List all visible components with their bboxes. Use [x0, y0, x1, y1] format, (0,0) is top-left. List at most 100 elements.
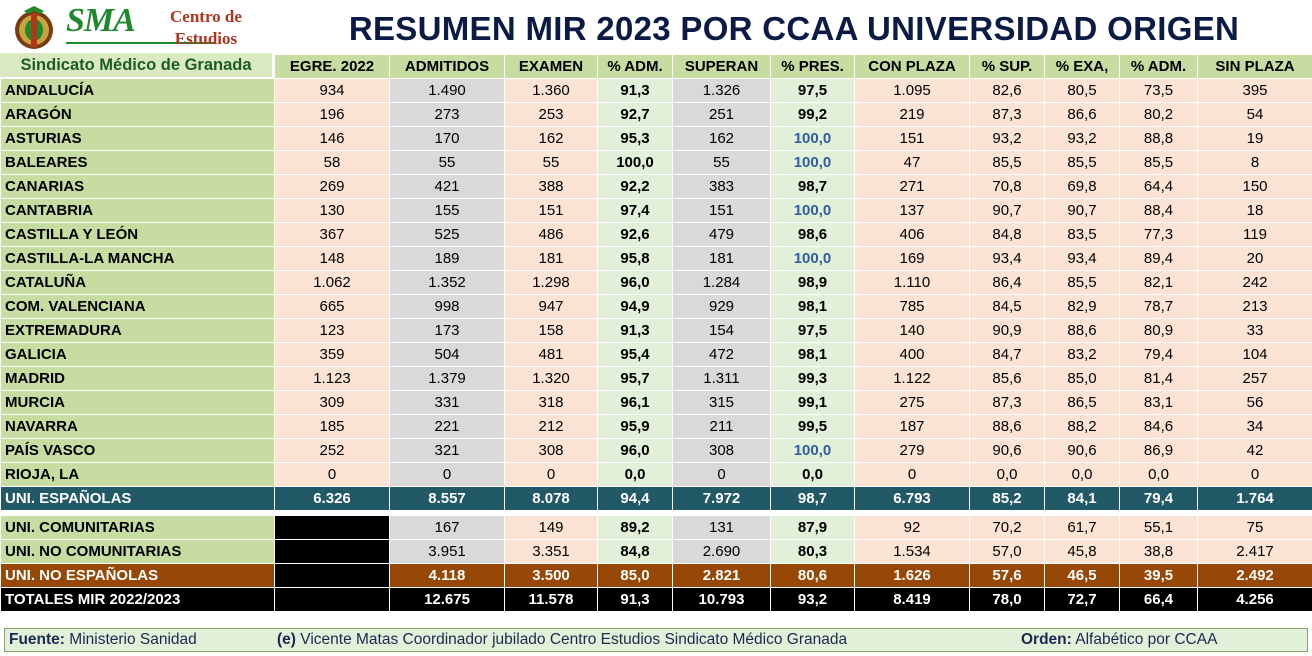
cell-admitidos: 421 [389, 174, 505, 199]
cell-pct-exa: 90,6 [1044, 438, 1120, 463]
cell-pct-pres: 98,1 [770, 342, 855, 367]
cell-admitidos: 4.118 [389, 563, 505, 588]
table-row: CATALUÑA 1.062 1.352 1.298 96,0 1.284 98,9 1.11… [0, 270, 1312, 295]
cell-pct-exa: 85,5 [1044, 270, 1120, 295]
footer-fuente-value: Ministerio Sanidad [69, 631, 197, 648]
cell-pct-sup: 84,7 [969, 342, 1045, 367]
cell-pct-sup: 70,8 [969, 174, 1045, 199]
row-label: GALICIA [0, 342, 275, 367]
table-header-row: EGRE. 2022 ADMITIDOS EXAMEN % ADM. SUPER… [1, 54, 1312, 79]
table-row: RIOJA, LA 0 0 0 0,0 0 0,0 0 0,0 0,0 0,0 0 [0, 462, 1312, 487]
cell-con-plaza: 47 [854, 150, 970, 175]
cell-pct-adm-2: 79,4 [1119, 486, 1198, 511]
cell-sin-plaza: 18 [1197, 198, 1312, 223]
cell-pct-pres: 100,0 [770, 198, 855, 223]
cell-admitidos: 0 [389, 462, 505, 487]
cell-pct-exa: 84,1 [1044, 486, 1120, 511]
header-spacer [1, 55, 275, 79]
col-superan: SUPERAN [672, 54, 771, 79]
cell-pct-pres: 100,0 [770, 150, 855, 175]
col-pct-pres: % PRES. [770, 54, 855, 79]
row-label: CATALUÑA [0, 270, 275, 295]
cell-pct-exa: 0,0 [1044, 462, 1120, 487]
cell-pct-adm-2: 89,4 [1119, 246, 1198, 271]
cell-examen: 8.078 [504, 486, 598, 511]
cell-pct-exa: 93,2 [1044, 126, 1120, 151]
cell-pct-sup: 87,3 [969, 390, 1045, 415]
cell-sin-plaza: 395 [1197, 78, 1312, 103]
table-row: ASTURIAS 146 170 162 95,3 162 100,0 151 93,2 93,2… [0, 126, 1312, 151]
cell-examen: 1.298 [504, 270, 598, 295]
cell-pct-adm: 94,4 [597, 486, 673, 511]
cell-pct-sup: 90,9 [969, 318, 1045, 343]
table-row: CANARIAS 269 421 388 92,2 383 98,7 271 70,8 69,8 6… [0, 174, 1312, 199]
table-row: UNI. ESPAÑOLAS 6.326 8.557 8.078 94,4 7.972 98… [0, 486, 1312, 511]
cell-pct-adm-2: 81,4 [1119, 366, 1198, 391]
col-pct-adm: % ADM. [597, 54, 673, 79]
logo-centro-line1: Centro de [170, 7, 242, 26]
cell-egre [274, 539, 390, 564]
cell-sin-plaza: 34 [1197, 414, 1312, 439]
col-examen: EXAMEN [504, 54, 598, 79]
cell-examen: 318 [504, 390, 598, 415]
cell-admitidos: 8.557 [389, 486, 505, 511]
table-row: PAÍS VASCO 252 321 308 96,0 308 100,0 279 90,6 90… [0, 438, 1312, 463]
cell-examen: 162 [504, 126, 598, 151]
row-label: ARAGÓN [0, 102, 275, 127]
cell-pct-adm: 91,3 [597, 78, 673, 103]
cell-sin-plaza: 19 [1197, 126, 1312, 151]
cell-admitidos: 3.951 [389, 539, 505, 564]
cell-pct-exa: 88,6 [1044, 318, 1120, 343]
row-label: UNI. NO COMUNITARIAS [0, 539, 275, 564]
cell-pct-adm: 92,2 [597, 174, 673, 199]
cell-con-plaza: 8.419 [854, 587, 970, 612]
cell-pct-pres: 98,1 [770, 294, 855, 319]
cell-pct-sup: 84,5 [969, 294, 1045, 319]
cell-pct-adm: 84,8 [597, 539, 673, 564]
cell-pct-pres: 99,1 [770, 390, 855, 415]
mir-summary-table: EGRE. 2022 ADMITIDOS EXAMEN % ADM. SUPER… [0, 54, 1312, 612]
cell-pct-pres: 80,6 [770, 563, 855, 588]
cell-sin-plaza: 104 [1197, 342, 1312, 367]
row-label: MADRID [0, 366, 275, 391]
cell-con-plaza: 6.793 [854, 486, 970, 511]
cell-sin-plaza: 213 [1197, 294, 1312, 319]
cell-pct-adm: 89,2 [597, 515, 673, 540]
cell-pct-sup: 82,6 [969, 78, 1045, 103]
cell-egre: 367 [274, 222, 390, 247]
row-label: UNI. COMUNITARIAS [0, 515, 275, 540]
cell-con-plaza: 400 [854, 342, 970, 367]
cell-admitidos: 55 [389, 150, 505, 175]
cell-con-plaza: 1.122 [854, 366, 970, 391]
row-label: TOTALES MIR 2022/2023 [0, 587, 275, 612]
cell-sin-plaza: 0 [1197, 462, 1312, 487]
logo-centro-line2: Estudios [174, 29, 238, 48]
cell-pct-adm: 85,0 [597, 563, 673, 588]
cell-pct-adm-2: 82,1 [1119, 270, 1198, 295]
cell-examen: 486 [504, 222, 598, 247]
cell-pct-adm: 95,7 [597, 366, 673, 391]
cell-admitidos: 998 [389, 294, 505, 319]
cell-superan: 0 [672, 462, 771, 487]
table-row: UNI. NO ESPAÑOLAS 4.118 3.500 85,0 2.821 80,6… [0, 563, 1312, 588]
cell-pct-adm-2: 55,1 [1119, 515, 1198, 540]
cell-con-plaza: 169 [854, 246, 970, 271]
cell-pct-adm: 94,9 [597, 294, 673, 319]
cell-pct-sup: 86,4 [969, 270, 1045, 295]
row-label: CASTILLA-LA MANCHA [0, 246, 275, 271]
cell-pct-exa: 61,7 [1044, 515, 1120, 540]
cell-superan: 479 [672, 222, 771, 247]
row-label: UNI. ESPAÑOLAS [0, 486, 275, 511]
cell-pct-adm-2: 78,7 [1119, 294, 1198, 319]
footer-orden-value: Alfabético por CCAA [1075, 631, 1218, 648]
cell-pct-adm-2: 86,9 [1119, 438, 1198, 463]
cell-egre: 185 [274, 414, 390, 439]
cell-pct-adm: 91,3 [597, 587, 673, 612]
cell-pct-adm: 96,1 [597, 390, 673, 415]
cell-pct-adm-2: 73,5 [1119, 78, 1198, 103]
cell-egre: 359 [274, 342, 390, 367]
table-row: GALICIA 359 504 481 95,4 472 98,1 400 84,7 83,2 79… [0, 342, 1312, 367]
cell-superan: 315 [672, 390, 771, 415]
table-row: CANTABRIA 130 155 151 97,4 151 100,0 137 90,7 90,… [0, 198, 1312, 223]
cell-pct-adm: 96,0 [597, 438, 673, 463]
